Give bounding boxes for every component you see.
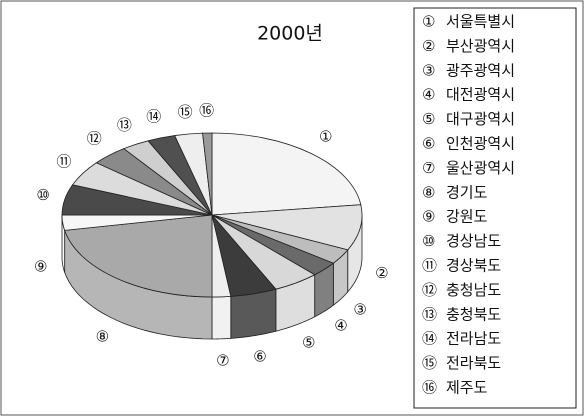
legend-label: 인천광역시: [446, 135, 515, 153]
legend-label: 대구광역시: [446, 110, 515, 128]
legend-marker: ⑫: [422, 281, 437, 299]
legend-marker: ⑩: [422, 232, 435, 250]
legend-label: 경상북도: [446, 257, 501, 275]
legend-marker: ③: [422, 61, 435, 79]
legend-marker: ⑨: [422, 208, 435, 226]
legend-marker: ⑯: [422, 379, 437, 397]
slice-label: ⑯: [199, 102, 214, 120]
slice-label: ③: [353, 300, 366, 318]
slice-label: ⑮: [178, 103, 193, 121]
legend-label: 서울특별시: [446, 13, 515, 31]
slice-label: ⑪: [56, 153, 71, 171]
slice-label: ⑨: [34, 257, 47, 275]
slice-label: ⑭: [146, 108, 161, 126]
legend-marker: ⑧: [422, 183, 435, 201]
slice-label: ⑫: [87, 130, 102, 148]
chart-title: 2000년: [257, 23, 323, 45]
slice-label: ⑦: [216, 351, 229, 369]
legend-label: 강원도: [446, 208, 488, 226]
slice-side: [230, 288, 277, 339]
slice: [64, 214, 213, 298]
legend-marker: ⑦: [422, 159, 435, 177]
legend-marker: ⑭: [422, 330, 437, 348]
legend-marker: ④: [422, 86, 435, 104]
legend-box: [413, 7, 577, 409]
legend-label: 충청남도: [446, 281, 501, 299]
legend-marker: ①: [422, 13, 435, 31]
slice: [211, 132, 362, 216]
legend-label: 전라남도: [446, 330, 501, 348]
slice-label: ⑤: [302, 334, 315, 352]
legend-label: 전라북도: [446, 354, 501, 372]
slice-label: ⑧: [96, 328, 109, 346]
legend-label: 부산광역시: [446, 37, 515, 55]
legend-label: 대전광역시: [446, 86, 515, 104]
legend-marker: ⑪: [422, 257, 437, 275]
legend-label: 울산광역시: [446, 159, 515, 177]
slice-side: [211, 295, 232, 340]
legend-marker: ⑬: [422, 305, 437, 323]
legend-label: 제주도: [446, 379, 488, 397]
legend-marker: ⑮: [422, 354, 437, 372]
legend-label: 충청북도: [446, 305, 501, 323]
legend-label: 광주광역시: [446, 61, 515, 79]
slice-label: ②: [375, 264, 388, 282]
legend-marker: ②: [422, 37, 435, 55]
slice-label: ⑩: [36, 186, 49, 204]
legend-label: 경기도: [446, 183, 488, 201]
slice: [211, 204, 363, 251]
slice-label: ⑬: [117, 116, 132, 134]
legend-marker: ⑥: [422, 135, 435, 153]
slice-label: ①: [319, 127, 332, 145]
slice: [202, 132, 213, 216]
slice-label: ④: [334, 316, 347, 334]
legend-marker: ⑤: [422, 110, 435, 128]
legend-label: 경상남도: [446, 232, 501, 250]
slice-label: ⑥: [253, 347, 266, 365]
